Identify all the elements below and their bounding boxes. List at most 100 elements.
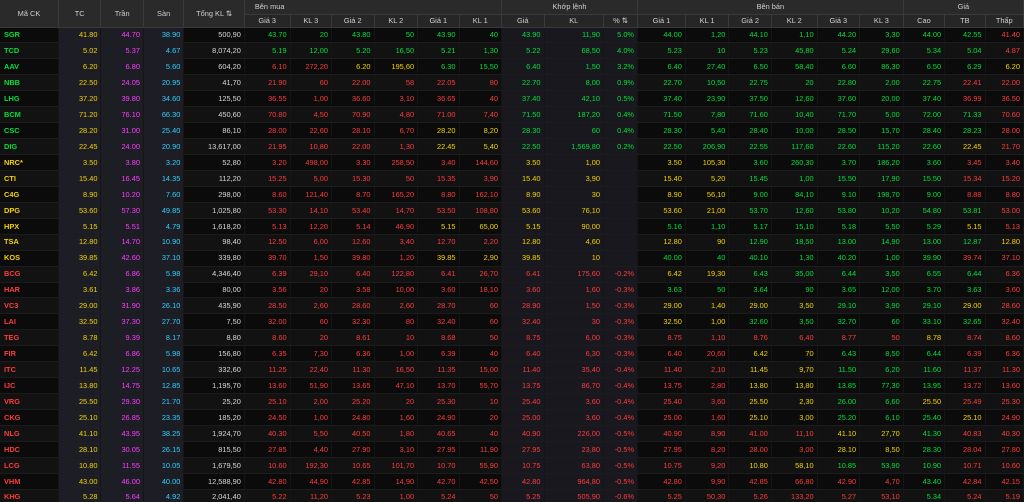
col-buy-price-2[interactable]: Giá 2 [331, 14, 375, 28]
symbol-cell[interactable]: DPG [0, 202, 59, 219]
symbol-cell[interactable]: KHG [0, 489, 59, 502]
symbol-cell[interactable]: LCG [0, 457, 59, 474]
col-buy-vol-2[interactable]: KL 2 [374, 14, 419, 28]
col-avg[interactable]: TB [944, 14, 986, 28]
symbol-cell[interactable]: TEG [0, 329, 59, 347]
table-row[interactable]: LCG 10.80 11.55 10.05 1,679,50 10.60 192,30 10.… [0, 457, 1024, 474]
table-row[interactable]: VHM 43.00 46.00 40.00 12,588,90 42.80 44,90 42.… [0, 473, 1024, 490]
table-row[interactable]: NLG 41.10 43.95 38.25 1,924,70 40.30 5,50 40.50… [0, 425, 1024, 442]
col-change-pct[interactable]: % ⇅ [603, 14, 639, 28]
table-row[interactable]: DIG 22.45 24.00 20.90 13,617,00 21.95 10,80 22.… [0, 138, 1024, 155]
col-low[interactable]: Thấp [985, 14, 1024, 28]
symbol-cell[interactable]: AAV [0, 58, 59, 76]
buy-vol-3-cell: 60 [290, 74, 333, 92]
sort-icon[interactable]: ⇅ [225, 8, 233, 18]
table-row[interactable]: TCD 5.02 5.37 4.67 8,074,20 5.19 12,00 5.20 16,5… [0, 42, 1024, 60]
symbol-cell[interactable]: LAI [0, 313, 59, 331]
col-sell-price-2[interactable]: Giá 2 [728, 14, 772, 28]
col-match-price[interactable]: Giá [501, 14, 545, 28]
table-row[interactable]: FIR 6.42 6.86 5.98 156,80 6.35 7,30 6.36 1,00 6.3… [0, 345, 1024, 363]
col-buy-price-1[interactable]: Giá 1 [417, 14, 460, 28]
high-cell: 22.60 [903, 138, 946, 155]
col-high[interactable]: Cao [903, 14, 946, 28]
table-row[interactable]: DPG 53.60 57.30 49.85 1,025,80 53.30 14,10 53.4… [0, 202, 1024, 219]
table-row[interactable]: VRG 25.50 29.30 21.70 25,20 25.10 2,00 25.20 20 2… [0, 393, 1024, 410]
col-sell-vol-2[interactable]: KL 2 [771, 14, 818, 28]
floor-cell: 10.65 [143, 361, 185, 379]
table-row[interactable]: NRC* 3.50 3.80 3.20 52,80 3.20 498,00 3.30 258,5… [0, 154, 1024, 171]
symbol-cell[interactable]: TCD [0, 42, 59, 60]
table-row[interactable]: SGR 41.80 44.70 38.90 500,90 43.70 20 43.80 50 43… [0, 27, 1024, 44]
sell-vol-1-cell: 40 [685, 250, 730, 267]
symbol-cell[interactable]: DIG [0, 138, 59, 155]
col-ref[interactable]: TC [58, 0, 102, 28]
match-vol-cell: 86,70 [544, 377, 604, 395]
low-cell: 70.60 [985, 106, 1024, 124]
table-row[interactable]: CSC 28.20 31.00 25.40 86,10 28.00 22,60 28.10 6,… [0, 122, 1024, 140]
symbol-cell[interactable]: NRC* [0, 154, 59, 171]
col-buy-vol-3[interactable]: KL 3 [290, 14, 333, 28]
symbol-cell[interactable]: NBB [0, 74, 59, 92]
col-sell-vol-3[interactable]: KL 3 [859, 14, 904, 28]
symbol-cell[interactable]: BCM [0, 106, 59, 124]
table-row[interactable]: LAI 32.50 37.30 27.70 7,50 32.00 60 32.30 80 32.4… [0, 313, 1024, 331]
col-sell-price-3[interactable]: Giá 3 [817, 14, 861, 28]
symbol-cell[interactable]: HDC [0, 441, 59, 458]
table-row[interactable]: HPX 5.15 5.51 4.79 1,618,20 5.13 12,20 5.14 46,9… [0, 218, 1024, 235]
table-row[interactable]: ITC 11.45 12.25 10.65 332,60 11.25 22,40 11.30 1… [0, 361, 1024, 379]
buy-price-1-cell: 5.24 [417, 489, 460, 502]
table-row[interactable]: CTI 15.40 16.45 14.35 112,20 15.25 5,00 15.30 50… [0, 170, 1024, 187]
sell-vol-1-cell: 1,00 [685, 313, 730, 331]
table-row[interactable]: KOS 39.85 42.60 37.10 339,80 39.70 1,50 39.80 1,… [0, 250, 1024, 267]
symbol-cell[interactable]: KOS [0, 250, 59, 267]
symbol-cell[interactable]: CKG [0, 409, 59, 426]
col-sell-price-1[interactable]: Giá 1 [637, 14, 686, 28]
change-pct-cell [603, 202, 639, 219]
table-row[interactable]: NBB 22.50 24.05 20.95 41,70 21.90 60 22.00 58 22.… [0, 74, 1024, 92]
col-symbol[interactable]: Mã CK [0, 0, 59, 28]
table-row[interactable]: HDC 28.10 30.05 26.15 815,50 27.85 4,40 27.90 3,… [0, 441, 1024, 458]
symbol-cell[interactable]: ITC [0, 361, 59, 379]
symbol-cell[interactable]: VC3 [0, 297, 59, 315]
col-buy-price-3[interactable]: Giá 3 [244, 14, 291, 28]
symbol-cell[interactable]: CTI [0, 170, 59, 187]
symbol-cell[interactable]: HPX [0, 218, 59, 235]
table-row[interactable]: VC3 29.00 31.90 26.10 435,90 28.50 2,60 28.60 2,… [0, 297, 1024, 315]
table-row[interactable]: CKG 25.10 26.85 23.35 185,20 24.50 1,00 24.80 1,… [0, 409, 1024, 426]
symbol-cell[interactable]: HAR [0, 282, 59, 299]
buy-vol-1-cell: 3,90 [459, 170, 502, 187]
symbol-cell[interactable]: VRG [0, 393, 59, 410]
symbol-cell[interactable]: BCG [0, 266, 59, 283]
table-row[interactable]: AAV 6.20 6.80 5.60 604,20 6.10 272,20 6.20 195,6… [0, 58, 1024, 76]
symbol-cell[interactable]: CSC [0, 122, 59, 140]
table-row[interactable]: KHG 5.28 5.64 4.92 2,041,40 5.22 11,20 5.23 1,00… [0, 489, 1024, 502]
symbol-cell[interactable]: C4G [0, 186, 59, 203]
col-floor[interactable]: Sàn [143, 0, 185, 28]
table-row[interactable]: TEG 8.78 9.39 8.17 8,80 8.60 20 8.61 10 8.68 50 8.7… [0, 329, 1024, 347]
col-match-vol[interactable]: KL [544, 14, 604, 28]
sell-price-3-cell: 28.50 [817, 122, 861, 140]
table-row[interactable]: LHG 37.20 39.80 34.60 125,50 36.55 1,00 36.60 3,… [0, 90, 1024, 108]
col-sell-vol-1[interactable]: KL 1 [685, 14, 730, 28]
table-row[interactable]: HAR 3.61 3.86 3.36 80,00 3.56 20 3.58 10,00 3.60 1… [0, 282, 1024, 299]
table-row[interactable]: C4G 8.90 10.20 7.60 298,00 8.60 121,40 8.70 165,… [0, 186, 1024, 203]
ref-cell: 6.42 [58, 345, 102, 363]
symbol-cell[interactable]: FIR [0, 345, 59, 363]
sell-price-2-cell: 71.60 [728, 106, 772, 124]
col-total-volume[interactable]: Tổng KL ⇅ [183, 0, 245, 28]
symbol-cell[interactable]: IJC [0, 377, 59, 395]
ceiling-cell: 3.86 [100, 282, 144, 299]
table-row[interactable]: IJC 13.80 14.75 12.85 1,195,70 13.60 51,90 13.6… [0, 377, 1024, 395]
col-buy-vol-1[interactable]: KL 1 [459, 14, 502, 28]
col-ceiling[interactable]: Trần [100, 0, 144, 28]
symbol-cell[interactable]: VHM [0, 473, 59, 490]
buy-price-2-cell: 3.30 [331, 154, 375, 171]
table-row[interactable]: BCM 71.20 76.10 66.30 450,60 70.80 4,50 70.90 4,… [0, 106, 1024, 124]
sort-icon[interactable]: ⇅ [621, 15, 628, 25]
table-row[interactable]: TSA 12.80 14.70 10.90 98,40 12.50 6,00 12.60 3,4… [0, 234, 1024, 251]
symbol-cell[interactable]: NLG [0, 425, 59, 442]
symbol-cell[interactable]: LHG [0, 90, 59, 108]
symbol-cell[interactable]: SGR [0, 27, 59, 44]
table-row[interactable]: BCG 6.42 6.86 5.98 4,346,40 6.39 29,10 6.40 122,… [0, 266, 1024, 283]
symbol-cell[interactable]: TSA [0, 234, 59, 251]
